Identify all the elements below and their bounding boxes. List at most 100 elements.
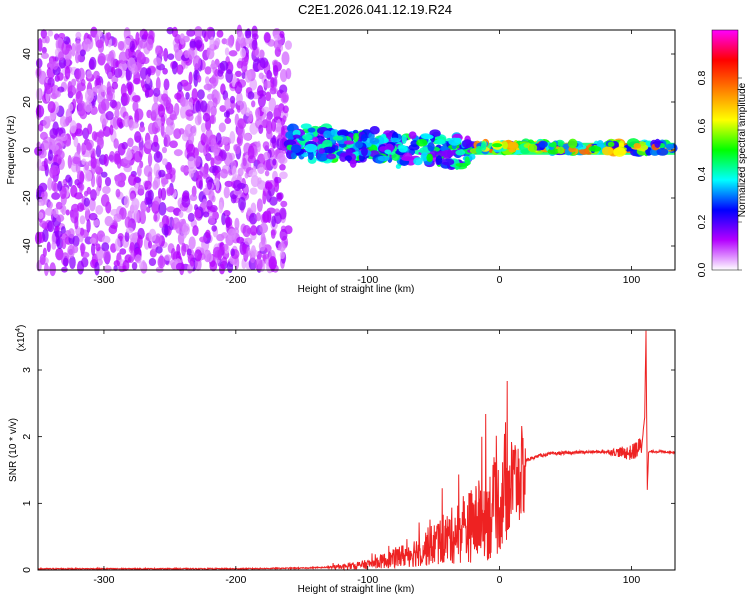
spectrogram-cell (302, 133, 313, 141)
spectrogram-cell (221, 212, 226, 226)
spectrogram-cell (103, 249, 111, 264)
spectrogram-cell (131, 95, 141, 103)
spectrogram-cell (44, 35, 50, 44)
spectrogram-cell (179, 33, 186, 45)
x-tick-label: -200 (225, 274, 246, 286)
spectrogram-cell (47, 30, 54, 37)
spectrogram-cell (208, 215, 216, 225)
spectrogram-cell (427, 142, 435, 152)
spectrogram-cell (166, 186, 175, 195)
spectrogram-cell (61, 40, 70, 55)
spectrogram-cell (213, 145, 221, 155)
spectrogram-cell (193, 26, 203, 38)
spectrogram-cell (89, 237, 97, 244)
spectrogram-cell (49, 128, 58, 139)
spectrogram-cell (55, 90, 61, 98)
spectrogram-cell (188, 132, 195, 145)
spectrogram-cell (131, 262, 138, 270)
spectrogram-cell (48, 138, 56, 153)
spectrogram-cell (259, 57, 269, 69)
spectrogram-cell (144, 180, 152, 190)
spectrogram-cell (84, 88, 94, 103)
spectrogram-cell (219, 105, 227, 112)
spectrogram-cell (654, 138, 661, 148)
spectrogram-cell (224, 47, 230, 56)
spectrogram-cell (209, 114, 215, 124)
spectrogram-cell (194, 258, 202, 271)
spectrogram-cell (161, 214, 170, 228)
spectrogram-cell (97, 94, 104, 103)
spectrogram-cell (236, 92, 243, 106)
spectrogram-cell (261, 106, 271, 113)
spectrogram-cell (272, 134, 277, 149)
spectrogram-cell (91, 131, 98, 141)
spectrogram-cell (236, 31, 245, 44)
spectrogram-cell (145, 38, 154, 51)
spectrogram-cell (137, 184, 145, 195)
x-tick-label: -100 (357, 574, 378, 586)
spectrogram-cell (528, 143, 538, 153)
spectrogram-cell (63, 36, 71, 45)
spectrogram-cell (355, 140, 363, 149)
spectrogram-cell (225, 216, 233, 227)
spectrogram-cell (47, 201, 53, 209)
spectrogram-cell (123, 115, 130, 128)
spectrogram-cell (58, 51, 64, 61)
spectrogram-cell (174, 92, 182, 100)
spectrogram-cell (100, 171, 108, 178)
spectrogram-cell (145, 190, 152, 202)
spectrogram-cell (83, 38, 92, 52)
spectrogram-cell (151, 109, 157, 117)
spectrogram-cell (273, 76, 278, 89)
spectrogram-cell (234, 217, 240, 231)
snr-y-ticks: 0 1 2 3 (21, 367, 675, 573)
spectrogram-cell (257, 93, 267, 108)
spectrogram-cell (179, 105, 187, 119)
spectrogram-cell (441, 158, 455, 166)
spectrogram-cell (206, 48, 215, 60)
snr-x-label: Height of straight line (km) (298, 584, 415, 595)
spectrogram-cell (147, 122, 156, 135)
spectrogram-cell (274, 46, 281, 58)
y-tick-label: 20 (21, 96, 33, 108)
spectrogram-cell (249, 187, 258, 195)
spectrogram-cell (91, 243, 96, 256)
spectrogram-cell (163, 134, 171, 148)
spectrogram-cell (100, 193, 110, 207)
spectrogram-cell (205, 152, 212, 162)
spectrogram-cell (56, 214, 65, 223)
spectrogram-cell (256, 140, 261, 153)
spectrogram-cell (41, 46, 47, 54)
spectrogram-cell (167, 53, 175, 60)
spectrogram-cell (188, 236, 196, 250)
spectrogram-cell (37, 198, 44, 207)
spectrogram-cell (256, 198, 263, 212)
spectrogram-cell (95, 165, 100, 173)
colorbar-tick-label: 0.4 (696, 167, 708, 182)
spectrogram-cell (244, 172, 249, 179)
spectrogram-cell (203, 83, 213, 91)
spectrogram-cell (150, 141, 160, 153)
x-tick-label: -300 (93, 274, 114, 286)
spectrogram-cell (218, 122, 226, 133)
spectrogram-cell (115, 188, 121, 198)
spectrogram-cell (175, 262, 185, 272)
spectrogram-cell (146, 206, 151, 213)
spectrogram-cell (234, 81, 243, 94)
spectrogram-cell (138, 261, 144, 270)
spectrogram-cell (285, 67, 292, 80)
spectrogram-cell (180, 166, 190, 173)
spectrogram-cell (96, 173, 102, 187)
spectrogram-cell (177, 81, 183, 92)
spectrogram-cell (219, 168, 229, 179)
spectrogram-cell (169, 113, 178, 121)
spectrogram-cell (44, 207, 54, 216)
spectrogram-cell (274, 104, 281, 117)
y-tick-label: 40 (21, 48, 33, 60)
spectrogram-cell (194, 155, 201, 168)
spectrogram-cell (307, 151, 314, 161)
snr-y-label: SNR (10 * v/v) (8, 418, 19, 482)
spectrogram-cell (109, 124, 114, 136)
spectrogram-cell (557, 146, 565, 155)
spectrogram-cell (136, 165, 142, 177)
